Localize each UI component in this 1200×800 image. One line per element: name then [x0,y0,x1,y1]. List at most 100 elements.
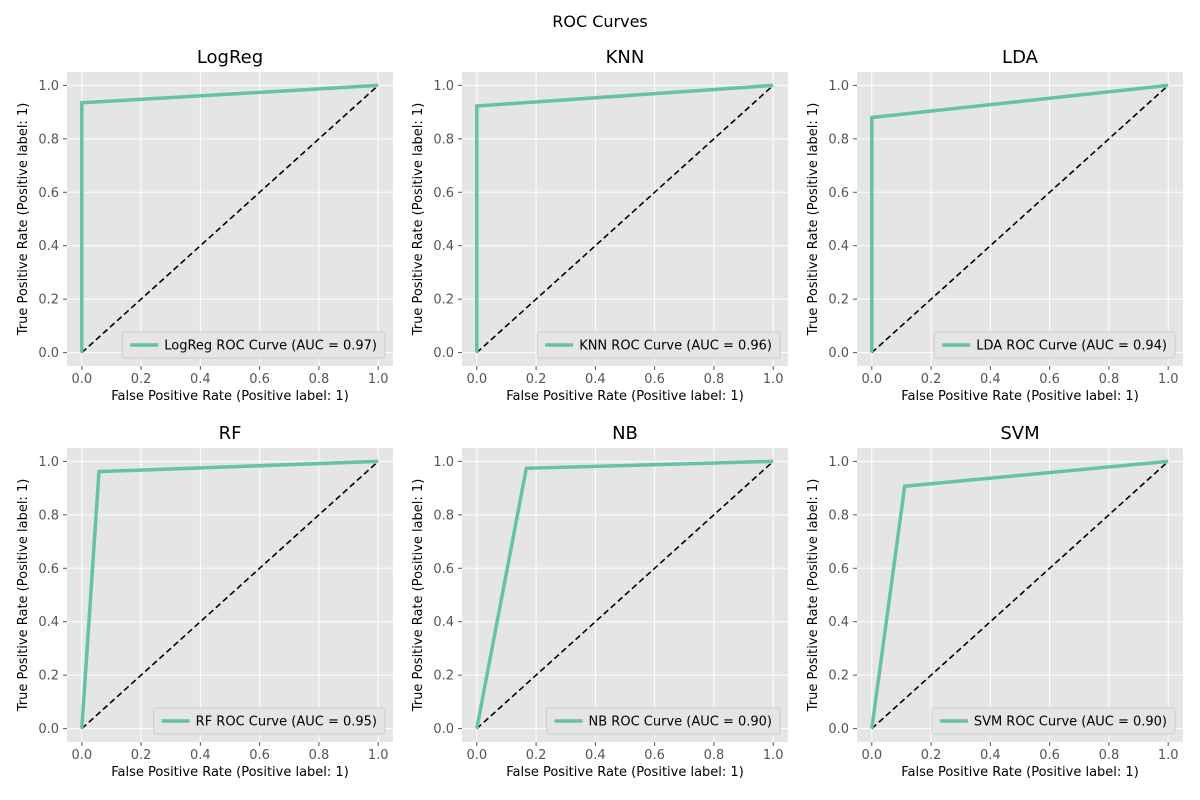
chance-diagonal-line [871,84,1169,354]
y-tick-label: 1.0 [433,455,454,470]
x-tick-label: 0.0 [861,372,882,387]
panel-title: KNN [606,47,645,68]
x-tick-label: 0.0 [71,372,92,387]
y-tick-label: 0.2 [828,293,849,308]
legend: RF ROC Curve (AUC = 0.95) [153,707,386,735]
legend-label: LogReg ROC Curve (AUC = 0.97) [164,339,377,354]
y-tick-label: 0.6 [828,562,849,577]
x-tick-label: 0.2 [526,748,547,763]
roc-curve-line [870,83,1169,353]
legend: LogReg ROC Curve (AUC = 0.97) [121,331,386,359]
legend-label: KNN ROC Curve (AUC = 0.96) [579,339,772,354]
y-tick-label: 0.0 [38,722,59,737]
panel-title: NB [612,423,638,444]
x-tick-label: 0.8 [704,748,725,763]
legend-box [933,331,1176,359]
chance-diagonal-line [81,460,379,730]
y-tick-label: 0.8 [38,132,59,147]
roc-panel-knn: 0.0 0.2 0.4 0.6 0.8 1.0 0.0 0.2 0.4 0.6 0.8 1.0 KNN F… [411,47,788,404]
y-tick-label: 0.0 [433,346,454,361]
x-tick-label: 0.6 [644,748,665,763]
y-tick-label: 0.8 [433,132,454,147]
y-axis-label: True Positive Rate (Positive label: 1) [411,103,426,337]
y-axis-label: True Positive Rate (Positive label: 1) [806,103,821,337]
x-tick-label: 0.8 [1099,748,1120,763]
x-tick-label: 0.8 [309,748,330,763]
legend: NB ROC Curve (AUC = 0.90) [546,707,781,735]
chance-diagonal-line [476,84,774,354]
legend-box [931,707,1176,735]
x-axis-label: False Positive Rate (Positive label: 1) [901,389,1139,404]
y-axis-label: True Positive Rate (Positive label: 1) [411,479,426,713]
y-tick-label: 0.0 [828,346,849,361]
x-axis-label: False Positive Rate (Positive label: 1) [111,765,349,780]
y-tick-label: 1.0 [433,79,454,94]
roc-panel-logreg: 0.0 0.2 0.4 0.6 0.8 1.0 0.0 0.2 0.4 0.6 0.8 1.0 LogR… [16,47,393,404]
legend: KNN ROC Curve (AUC = 0.96) [536,331,781,359]
x-tick-label: 0.8 [704,372,725,387]
y-tick-label: 0.2 [433,669,454,684]
x-tick-label: 1.0 [368,372,389,387]
x-tick-label: 0.4 [190,748,211,763]
y-tick-label: 0.2 [828,669,849,684]
panel-title: LogReg [197,47,263,68]
y-tick-label: 0.4 [38,239,59,254]
y-tick-label: 0.8 [828,508,849,523]
chance-diagonal-line [476,460,774,730]
y-tick-label: 0.4 [38,615,59,630]
x-axis-label: False Positive Rate (Positive label: 1) [901,765,1139,780]
y-tick-label: 1.0 [38,455,59,470]
y-tick-label: 0.4 [433,615,454,630]
chance-diagonal-line [871,460,1169,730]
y-tick-label: 0.8 [38,508,59,523]
x-tick-label: 0.2 [131,748,152,763]
y-tick-label: 0.2 [433,293,454,308]
x-tick-label: 1.0 [1158,748,1179,763]
figure-title: ROC Curves [552,12,648,31]
x-tick-label: 0.0 [466,748,487,763]
y-axis-label: True Positive Rate (Positive label: 1) [16,103,31,337]
y-tick-label: 0.2 [38,293,59,308]
roc-curve-line [475,83,774,353]
roc-curve-line [80,459,379,729]
legend-box [536,331,781,359]
panel-title: SVM [1000,423,1039,444]
x-tick-label: 1.0 [1158,372,1179,387]
legend: LDA ROC Curve (AUC = 0.94) [933,331,1176,359]
y-tick-label: 0.4 [433,239,454,254]
x-tick-label: 0.6 [249,372,270,387]
y-axis-label: True Positive Rate (Positive label: 1) [806,479,821,713]
x-tick-label: 1.0 [368,748,389,763]
y-tick-label: 1.0 [828,79,849,94]
roc-panel-svm: 0.0 0.2 0.4 0.6 0.8 1.0 0.0 0.2 0.4 0.6 0.8 1.0 SVM F… [806,423,1183,780]
y-tick-label: 0.8 [433,508,454,523]
x-tick-label: 0.8 [309,372,330,387]
x-axis-label: False Positive Rate (Positive label: 1) [506,765,744,780]
roc-curve-line [870,459,1169,729]
x-axis-label: False Positive Rate (Positive label: 1) [111,389,349,404]
x-tick-label: 1.0 [763,372,784,387]
x-tick-label: 0.4 [980,372,1001,387]
legend-label: NB ROC Curve (AUC = 0.90) [589,715,772,730]
legend-box [153,707,386,735]
x-tick-label: 0.2 [921,372,942,387]
y-tick-label: 0.6 [38,562,59,577]
x-tick-label: 0.6 [1039,748,1060,763]
x-tick-label: 0.0 [466,372,487,387]
legend: SVM ROC Curve (AUC = 0.90) [931,707,1176,735]
legend-label: LDA ROC Curve (AUC = 0.94) [976,339,1167,354]
y-tick-label: 0.0 [828,722,849,737]
x-tick-label: 1.0 [763,748,784,763]
roc-curve-line [80,83,379,353]
y-tick-label: 0.4 [828,239,849,254]
roc-panel-nb: 0.0 0.2 0.4 0.6 0.8 1.0 0.0 0.2 0.4 0.6 0.8 1.0 NB Fa… [411,423,788,780]
x-tick-label: 0.4 [585,372,606,387]
y-tick-label: 1.0 [38,79,59,94]
y-tick-label: 0.2 [38,669,59,684]
y-tick-label: 0.8 [828,132,849,147]
panel-title: LDA [1002,47,1039,68]
x-tick-label: 0.0 [861,748,882,763]
x-tick-label: 0.6 [249,748,270,763]
x-tick-label: 0.8 [1099,372,1120,387]
x-tick-label: 0.0 [71,748,92,763]
